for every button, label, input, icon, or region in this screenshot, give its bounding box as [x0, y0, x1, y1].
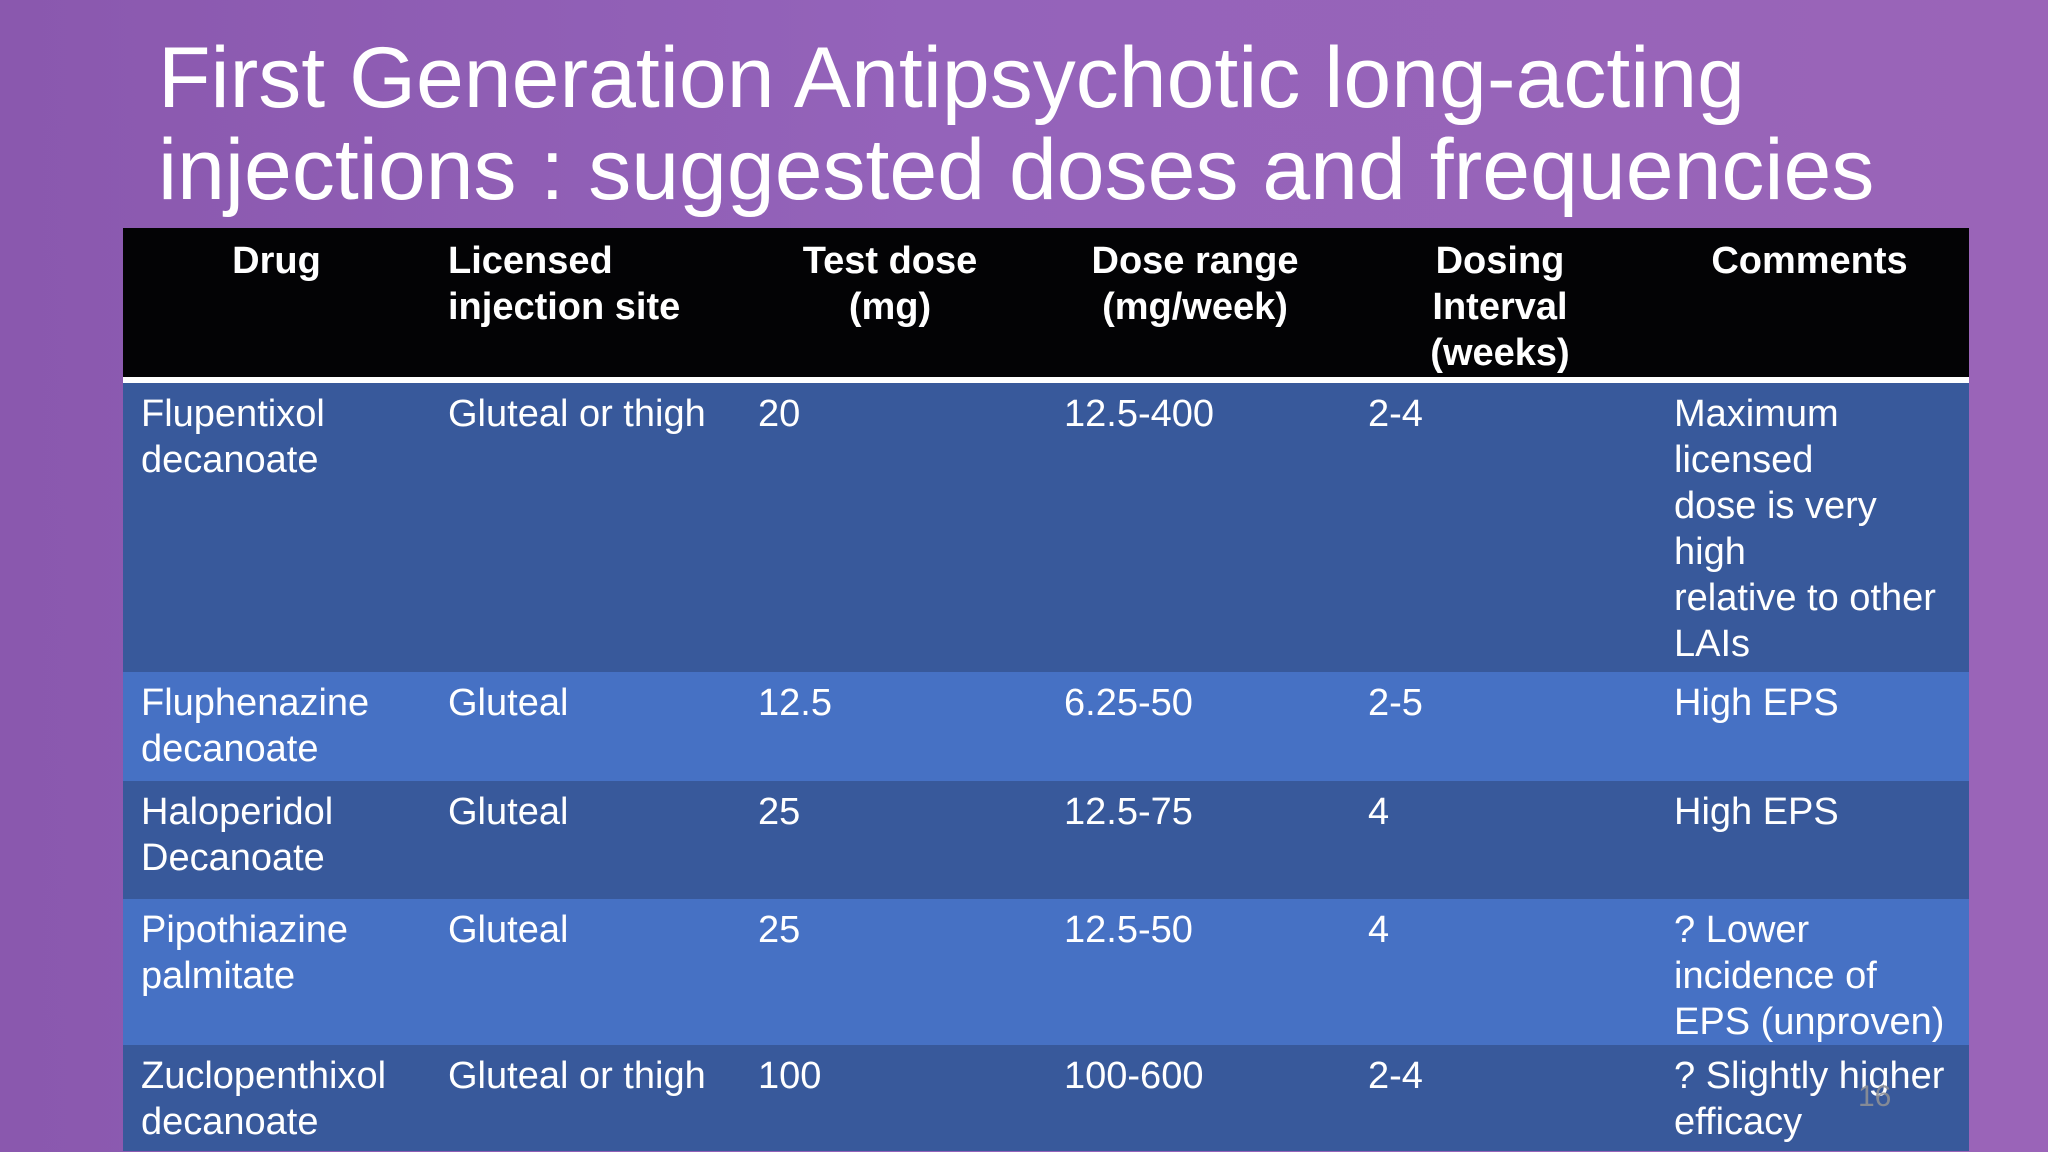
col-header-licensed-injection-site: Licensed injection site [430, 228, 740, 383]
table-row-zuclopenthixol: Zuclopenthixol decanoate Gluteal or thig… [123, 1045, 1969, 1151]
cell-test-dose: 25 [758, 791, 801, 833]
cell-injection-site: Gluteal [448, 682, 569, 724]
cell-injection-site: Gluteal or thigh [448, 1055, 706, 1097]
cell-drug: Fluphenazine decanoate [141, 682, 370, 770]
cell-drug: Pipothiazine palmitate [141, 909, 349, 997]
cell-dosing-interval: 2-4 [1368, 1055, 1423, 1097]
table-row-flupentixol: Flupentixol decanoate Gluteal or thigh 2… [123, 380, 1969, 672]
cell-dosing-interval: 2-5 [1368, 682, 1423, 724]
col-header-dosing-interval: Dosing Interval (weeks) [1350, 228, 1650, 383]
cell-comments: Maximum licensed dose is very high relat… [1674, 393, 1936, 665]
cell-dosing-interval: 4 [1368, 909, 1390, 951]
col-header-dose-range: Dose range (mg/week) [1040, 228, 1350, 383]
slide-title: First Generation Antipsychotic long-acti… [158, 30, 1875, 218]
header-row: Drug Licensed injection site Test dose (… [123, 228, 1969, 383]
col-header-drug: Drug [123, 228, 430, 383]
slide-page-number: 16 [1858, 1080, 1892, 1113]
cell-dose-range: 12.5-50 [1064, 909, 1193, 951]
col-header-test-dose: Test dose (mg) [740, 228, 1040, 383]
cell-dose-range: 12.5-400 [1064, 393, 1215, 435]
cell-dosing-interval: 2-4 [1368, 393, 1423, 435]
cell-comments: High EPS [1674, 682, 1839, 724]
cell-test-dose: 25 [758, 909, 801, 951]
cell-injection-site: Gluteal [448, 791, 569, 833]
cell-drug: Haloperidol Decanoate [141, 791, 334, 879]
cell-test-dose: 100 [758, 1055, 822, 1097]
table-row-haloperidol: Haloperidol Decanoate Gluteal 25 12.5-75… [123, 781, 1969, 899]
table-row-pipothiazine: Pipothiazine palmitate Gluteal 25 12.5-5… [123, 899, 1969, 1045]
cell-dose-range: 100-600 [1064, 1055, 1204, 1097]
cell-dose-range: 6.25-50 [1064, 682, 1193, 724]
cell-drug: Zuclopenthixol decanoate [141, 1055, 387, 1143]
cell-comments: ? Lower incidence of EPS (unproven) [1674, 909, 1945, 1043]
cell-dosing-interval: 4 [1368, 791, 1390, 833]
cell-dose-range: 12.5-75 [1064, 791, 1193, 833]
col-header-comments: Comments [1650, 228, 1969, 383]
cell-injection-site: Gluteal [448, 909, 569, 951]
cell-comments: ? Slightly higher efficacy [1674, 1055, 1945, 1143]
cell-drug: Flupentixol decanoate [141, 393, 325, 481]
cell-injection-site: Gluteal or thigh [448, 393, 706, 435]
table-row-fluphenazine: Fluphenazine decanoate Gluteal 12.5 6.25… [123, 672, 1969, 781]
cell-test-dose: 12.5 [758, 682, 832, 724]
antipsychotic-dose-table: Drug Licensed injection site Test dose (… [123, 228, 1969, 1151]
cell-comments: High EPS [1674, 791, 1839, 833]
cell-test-dose: 20 [758, 393, 801, 435]
